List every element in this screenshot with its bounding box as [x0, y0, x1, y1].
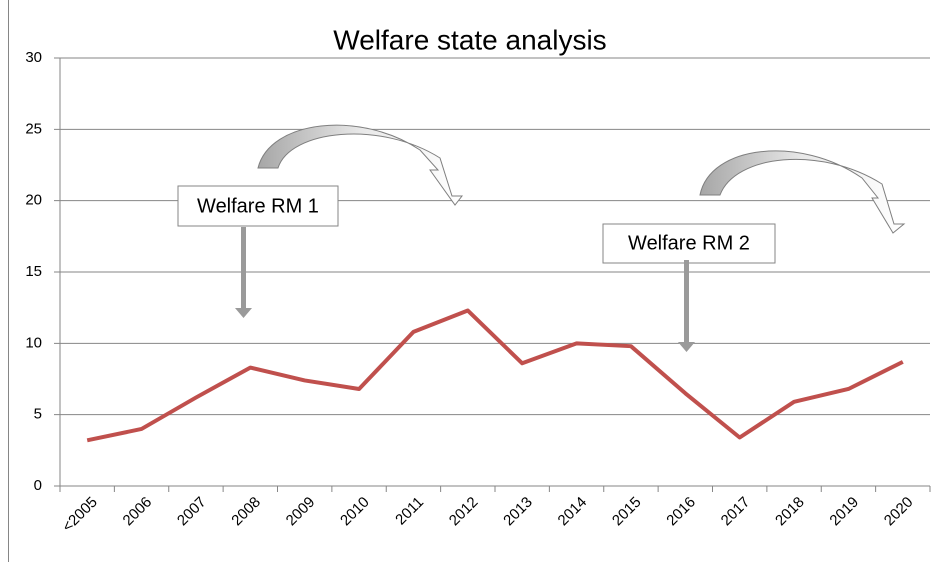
annotation-box: [602, 223, 776, 264]
chart-frame: [8, 0, 9, 562]
annotation: Welfare RM 2: [628, 232, 750, 254]
annotation-arrow: [678, 260, 695, 352]
series-line: [86, 308, 904, 443]
annotation: Welfare RM 1: [197, 195, 319, 217]
y-tick-label: 5: [34, 406, 42, 423]
y-tick-label: 20: [25, 192, 42, 209]
y-tick-label: 25: [25, 120, 42, 137]
x-tick-label: 2011: [392, 494, 427, 529]
x-tick-label: 2006: [120, 494, 156, 530]
y-tick-label: 0: [34, 477, 42, 494]
grid: [54, 57, 930, 487]
x-tick-label: 2013: [500, 494, 536, 530]
chart-title: Welfare state analysis: [333, 24, 606, 55]
x-tick-label: 2015: [609, 494, 645, 530]
x-tick-label: 2018: [772, 494, 808, 530]
x-tick-label: <2005: [59, 494, 101, 536]
x-tick-label: 2014: [555, 494, 591, 530]
x-tick-label: 2012: [446, 494, 482, 530]
x-tick-label: 2016: [663, 494, 699, 530]
x-tick-label: 2020: [881, 494, 917, 530]
x-tick-label: 2019: [826, 494, 862, 530]
y-tick-label: 10: [25, 334, 42, 351]
x-tick-label: 2007: [174, 494, 210, 530]
annotation-box: [177, 185, 339, 227]
y-tick-label: 30: [25, 49, 42, 66]
curved-arrow: [257, 124, 464, 206]
annotation-arrow: [235, 227, 252, 318]
x-tick-label: 2009: [283, 494, 319, 530]
y-tick-label: 15: [25, 263, 42, 280]
x-tick-label: 2008: [228, 494, 264, 530]
curved-arrow: [699, 150, 906, 234]
x-tick-label: 2017: [718, 494, 754, 530]
x-tick-label: 2010: [337, 494, 373, 530]
